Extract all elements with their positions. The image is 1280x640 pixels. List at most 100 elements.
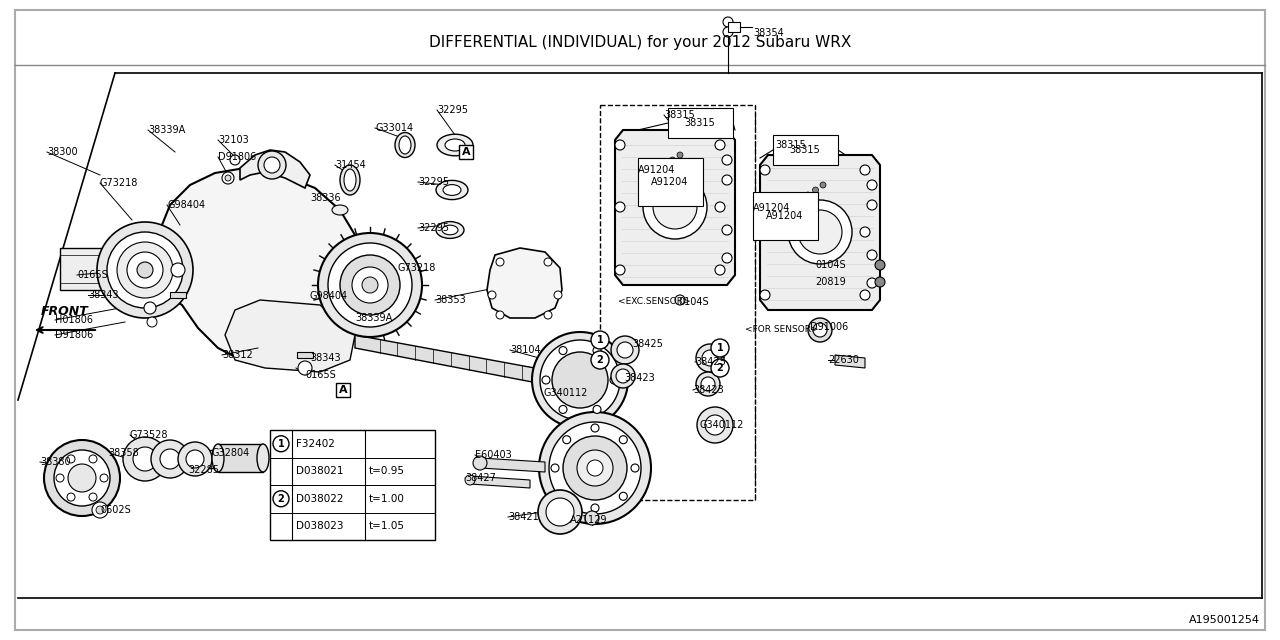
Text: G73218: G73218 [398,263,436,273]
Circle shape [611,376,618,384]
Circle shape [760,227,771,237]
Ellipse shape [340,165,360,195]
Circle shape [662,162,668,168]
Circle shape [790,202,796,208]
Circle shape [876,277,884,287]
Circle shape [317,233,422,337]
Bar [728,22,740,32]
Circle shape [116,242,173,298]
Circle shape [544,311,552,319]
Circle shape [716,140,724,150]
Circle shape [340,255,399,315]
Circle shape [722,225,732,235]
Text: A: A [339,385,347,395]
Circle shape [133,447,157,471]
Circle shape [620,436,627,444]
Circle shape [797,210,842,254]
Polygon shape [614,130,735,285]
Text: A91204: A91204 [753,203,790,213]
Circle shape [643,175,707,239]
Circle shape [876,260,884,270]
Text: G32804: G32804 [212,448,251,458]
Circle shape [698,407,733,443]
Text: 2: 2 [278,493,284,504]
Circle shape [96,506,104,514]
Text: 38315: 38315 [774,140,805,150]
Ellipse shape [396,132,415,157]
Ellipse shape [442,225,458,235]
Text: H01806: H01806 [55,315,93,325]
Circle shape [593,346,602,355]
Bar [131,450,244,468]
Text: A91204: A91204 [652,177,689,187]
Text: A195001254: A195001254 [1189,615,1260,625]
Text: 38425: 38425 [632,339,663,349]
Circle shape [860,290,870,300]
Text: 38423: 38423 [625,373,655,383]
Text: 0602S: 0602S [100,505,131,515]
Bar [170,292,186,298]
Circle shape [137,262,154,278]
Bar [60,248,175,290]
Circle shape [352,267,388,303]
Ellipse shape [443,184,461,195]
Text: 38300: 38300 [47,147,78,157]
Text: A91204: A91204 [637,165,676,175]
Text: A: A [462,147,470,157]
Text: 1: 1 [717,343,723,353]
Bar [335,383,349,397]
Text: D038022: D038022 [296,493,343,504]
Circle shape [808,318,832,342]
Bar [637,158,703,206]
Circle shape [653,185,698,229]
Bar [773,135,838,165]
Circle shape [474,456,486,470]
Circle shape [230,155,241,165]
Text: 0165S: 0165S [305,370,335,380]
Polygon shape [835,355,865,368]
Text: A21129: A21129 [570,515,608,525]
Circle shape [67,493,76,501]
Circle shape [563,436,627,500]
Circle shape [273,491,289,507]
Circle shape [549,422,641,514]
Circle shape [675,295,685,305]
Circle shape [760,165,771,175]
Circle shape [67,455,76,463]
Text: D91806: D91806 [218,152,256,162]
Text: 38353: 38353 [435,295,466,305]
Ellipse shape [436,221,465,238]
Text: 38423: 38423 [692,385,723,395]
Circle shape [465,475,475,485]
Text: 31454: 31454 [335,160,366,170]
Text: <EXC.SENSOR>: <EXC.SENSOR> [618,298,691,307]
Bar [668,108,733,138]
Circle shape [723,17,733,27]
Circle shape [860,227,870,237]
Ellipse shape [445,139,465,151]
Circle shape [867,200,877,210]
Circle shape [92,502,108,518]
Circle shape [867,180,877,190]
Circle shape [563,436,571,444]
Text: 32285: 32285 [188,465,219,475]
Circle shape [588,460,603,476]
Circle shape [654,167,660,173]
Polygon shape [355,335,600,395]
Circle shape [710,359,730,377]
Text: DIFFERENTIAL (INDIVIDUAL) for your 2012 Subaru WRX: DIFFERENTIAL (INDIVIDUAL) for your 2012 … [429,35,851,49]
Circle shape [532,332,628,428]
Polygon shape [225,300,355,372]
Circle shape [547,498,573,526]
Circle shape [701,377,716,391]
Bar [297,352,314,358]
Bar [600,105,755,500]
Text: t=1.05: t=1.05 [369,521,404,531]
Text: t=0.95: t=0.95 [369,467,404,476]
Circle shape [90,455,97,463]
Text: G73218: G73218 [100,178,138,188]
Bar [218,444,262,472]
Circle shape [813,187,818,193]
Circle shape [259,151,285,179]
Circle shape [160,449,180,469]
